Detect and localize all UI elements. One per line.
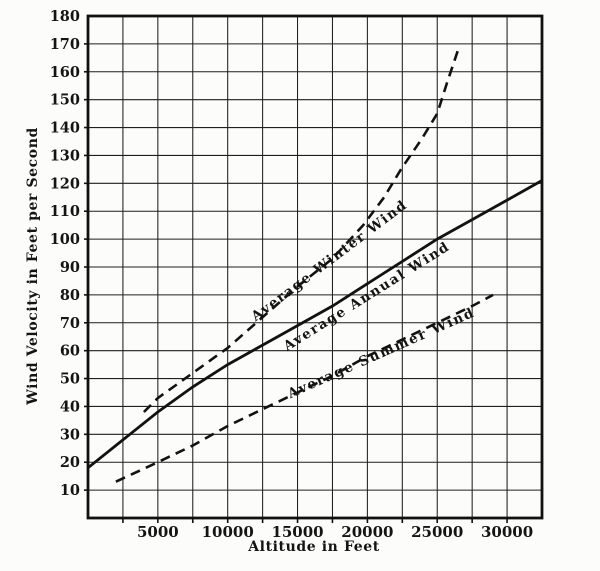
y-tick-label: 20 bbox=[60, 454, 80, 471]
y-tick-label: 140 bbox=[50, 120, 80, 137]
y-tick-label: 80 bbox=[60, 287, 80, 304]
x-tick-label: 25000 bbox=[411, 523, 463, 541]
y-tick-label: 150 bbox=[50, 92, 80, 109]
y-tick-label: 30 bbox=[60, 426, 80, 443]
y-tick-label: 90 bbox=[60, 259, 80, 276]
y-tick-label: 180 bbox=[50, 8, 80, 25]
x-tick-label: 15000 bbox=[271, 523, 323, 541]
series-label-average-winter-wind: Average Winter Wind bbox=[248, 197, 411, 325]
x-tick-label: 30000 bbox=[481, 523, 533, 541]
x-tick-label: 20000 bbox=[341, 523, 393, 541]
y-tick-label: 70 bbox=[60, 315, 80, 332]
y-tick-label: 10 bbox=[60, 482, 80, 499]
y-tick-label: 130 bbox=[50, 147, 80, 164]
series-line-average-summer-wind bbox=[115, 293, 494, 483]
y-tick-label: 120 bbox=[50, 175, 80, 192]
y-tick-label: 110 bbox=[50, 203, 80, 220]
series-line-average-winter-wind bbox=[142, 49, 460, 413]
x-tick-label: 5000 bbox=[137, 523, 179, 541]
y-tick-label: 160 bbox=[50, 64, 80, 81]
y-tick-label: 100 bbox=[50, 231, 80, 248]
y-axis-title: Wind Velocity in Feet per Second bbox=[25, 127, 41, 406]
chart-plot-area: 5000 10000 15000 20000 25000 30000 10 20 30 40 50 6… bbox=[50, 8, 544, 541]
y-tick-label: 40 bbox=[60, 398, 80, 415]
y-tick-label: 60 bbox=[60, 343, 80, 360]
series-line-average-annual-wind bbox=[87, 179, 543, 469]
series-label-average-summer-wind: Average Summer Wind bbox=[284, 305, 477, 403]
y-tick-label: 50 bbox=[60, 371, 80, 388]
x-tick-label: 10000 bbox=[202, 523, 254, 541]
y-tick-label: 170 bbox=[50, 36, 80, 53]
x-axis-title: Altitude in Feet bbox=[247, 539, 380, 555]
